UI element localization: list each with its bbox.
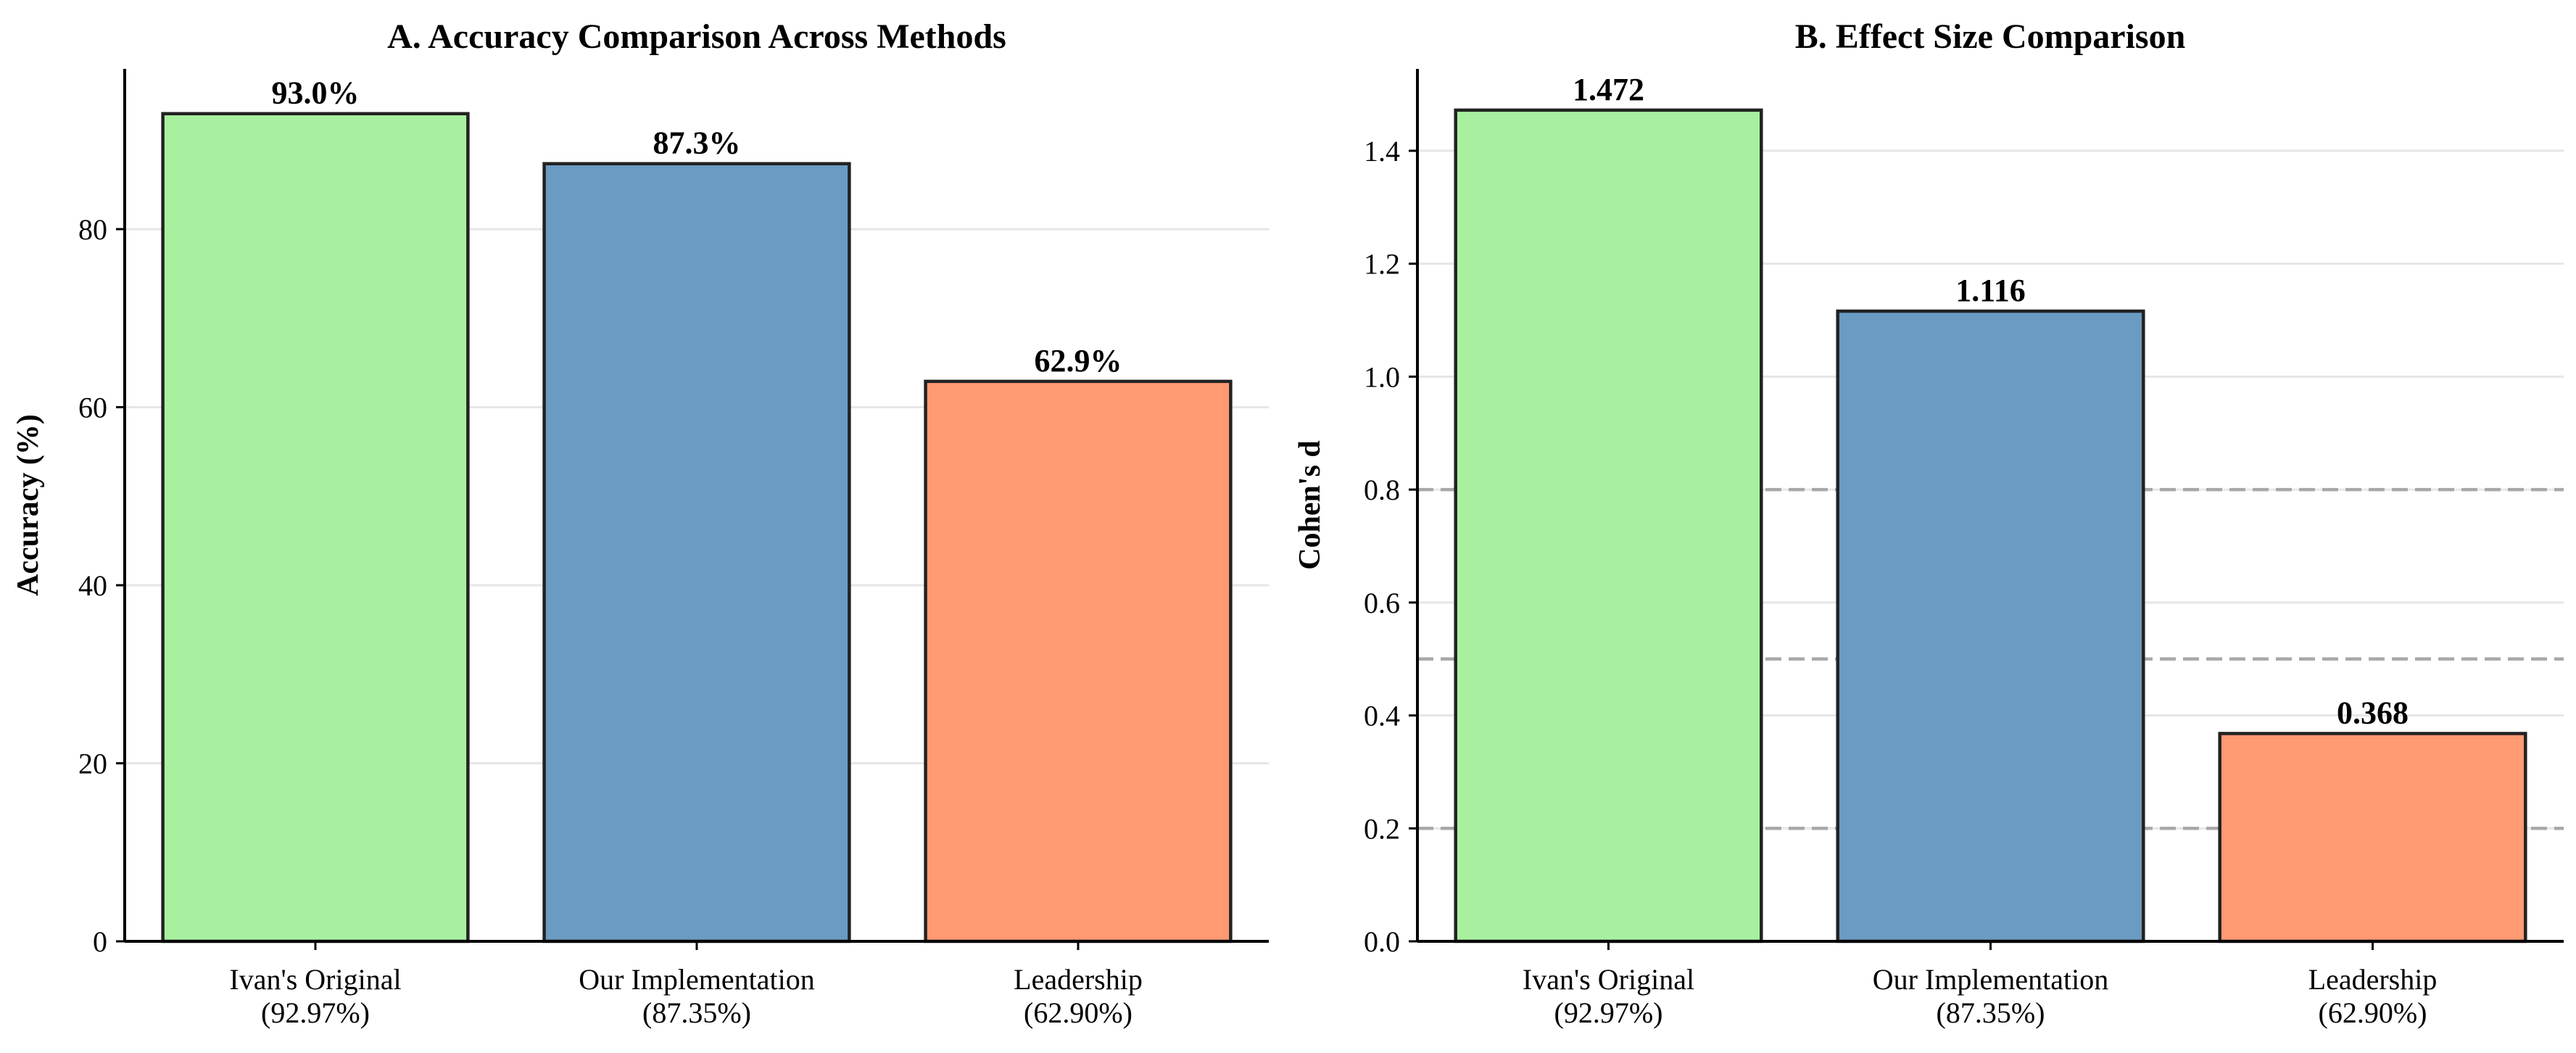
bar: [1454, 108, 1763, 943]
y-tick-label: 0.0: [1364, 925, 1400, 958]
x-tick-label: Ivan's Original (92.97%): [1523, 963, 1694, 1029]
data-label: 62.9%: [1035, 343, 1122, 379]
y-tick-label: 0: [93, 925, 107, 958]
x-tick-label: Our Implementation (87.35%): [1873, 963, 2108, 1029]
y-tick-label: 20: [78, 747, 107, 780]
y-tick-label: 40: [78, 569, 107, 602]
chart-title: A. Accuracy Comparison Across Methods: [387, 17, 1006, 56]
panel-a-accuracy: 93.0% Ivan's Original (92.97%) 87.3% Our Imp…: [12, 17, 1269, 1029]
bar: [1836, 309, 2145, 943]
bar: [161, 112, 470, 943]
y-tick-label: 60: [78, 391, 107, 424]
data-label: 1.116: [1955, 273, 2026, 308]
data-label: 1.472: [1573, 72, 1644, 107]
y-tick-label: 1.0: [1364, 360, 1400, 393]
data-label: 93.0%: [272, 75, 360, 111]
bar: [924, 379, 1233, 943]
y-tick-label: 80: [78, 213, 107, 246]
y-axis-label: Accuracy (%): [12, 414, 45, 596]
y-tick-label: 0.2: [1364, 812, 1400, 845]
x-tick-label: Leadership (62.90%): [2308, 963, 2438, 1029]
data-label: 0.368: [2337, 695, 2409, 730]
y-tick-label: 1.4: [1364, 135, 1400, 168]
y-tick-label: 1.2: [1364, 248, 1400, 281]
panel-b-effect-size: 1.472 Ivan's Original (92.97%) 1.116 Our Imp…: [1293, 17, 2564, 1029]
x-tick-label: Leadership (62.90%): [1014, 963, 1143, 1029]
bar: [2218, 732, 2527, 943]
x-tick-label: Our Implementation (87.35%): [579, 963, 814, 1029]
y-tick-label: 0.4: [1364, 700, 1400, 732]
y-tick-label: 0.6: [1364, 587, 1400, 619]
bar: [542, 162, 851, 943]
data-label: 87.3%: [653, 125, 741, 161]
x-tick-label: Ivan's Original (92.97%): [229, 963, 401, 1029]
y-axis-label: Cohen's d: [1293, 440, 1327, 570]
chart-title: B. Effect Size Comparison: [1795, 17, 2186, 56]
y-tick-label: 0.8: [1364, 474, 1400, 506]
